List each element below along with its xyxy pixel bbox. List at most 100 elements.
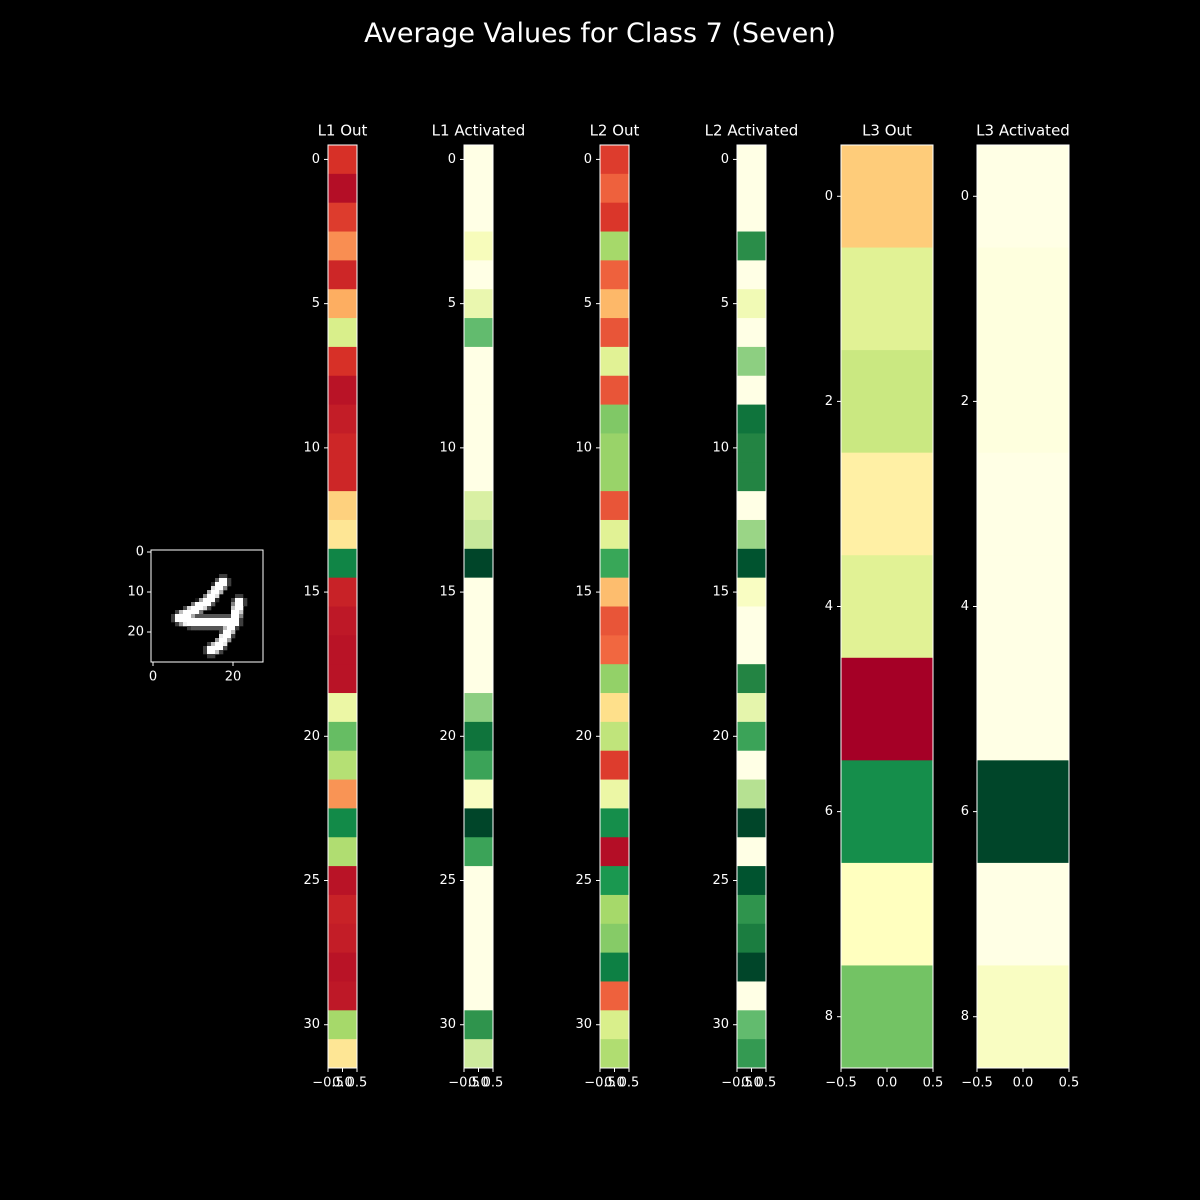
l2-out-cell — [600, 635, 629, 665]
digit-pixel — [215, 642, 220, 647]
digit-pixel — [195, 610, 200, 615]
digit-pixel — [207, 594, 212, 599]
digit-pixel — [231, 626, 236, 631]
l1-out-cell — [328, 346, 357, 377]
digit-pixel — [215, 626, 220, 631]
l1-out-cell — [328, 923, 357, 954]
digit-pixel — [191, 614, 196, 619]
l1-activated-cell — [464, 606, 493, 636]
l2-activated-cell — [737, 145, 766, 175]
l1-activated-cell — [464, 202, 493, 233]
l3-activated-cell — [977, 452, 1069, 556]
digit-pixel — [179, 614, 184, 619]
digit-pixel — [215, 598, 220, 603]
l2-out-cell — [600, 866, 629, 896]
l1-activated-ytick-label: 10 — [439, 440, 456, 455]
l1-out-cell — [328, 318, 357, 348]
digit-pixel — [239, 606, 244, 611]
digit-pixel — [219, 646, 224, 651]
l1-activated-cell — [464, 894, 493, 925]
digit-pixel — [235, 618, 240, 623]
l1-activated-ytick-label: 30 — [439, 1017, 456, 1032]
l2-activated-cell — [737, 750, 766, 781]
digit-pixel — [215, 586, 220, 591]
l1-out-cell — [328, 693, 357, 723]
l2-activated-ytick-label: 20 — [712, 729, 729, 744]
l3-activated-cell — [977, 555, 1069, 659]
digit-pixel — [227, 582, 232, 587]
figure-title: Average Values for Class 7 (Seven) — [364, 18, 836, 49]
l1-out-ytick-label: 25 — [303, 873, 320, 888]
digit-pixel — [227, 578, 232, 583]
l2-out-cell — [600, 404, 629, 434]
l2-activated-cell — [737, 318, 766, 348]
l1-out-cell — [328, 866, 357, 896]
digit-pixel — [227, 626, 232, 631]
digit-pixel — [211, 586, 216, 591]
l1-out-cell — [328, 721, 357, 752]
digit-pixel — [211, 654, 216, 659]
digit-pixel — [211, 602, 216, 607]
digit-pixel — [171, 618, 176, 623]
digit-pixel — [223, 642, 228, 647]
l2-out-cell — [600, 202, 629, 233]
l3-activated-ytick-label: 8 — [961, 1009, 969, 1024]
l2-activated-cell — [737, 519, 766, 550]
l3-out-cell — [841, 452, 933, 556]
l1-activated-cell — [464, 750, 493, 781]
l2-out-cell — [600, 548, 629, 579]
l2-activated-cell — [737, 923, 766, 954]
digit-pixel — [231, 610, 236, 615]
l2-activated-cell — [737, 548, 766, 579]
digit-pixel — [191, 618, 196, 623]
l1-activated-cell — [464, 289, 493, 319]
l3-out-cell — [841, 555, 933, 659]
l2-activated-cell — [737, 779, 766, 809]
l1-out-cell — [328, 231, 357, 261]
digit-pixel — [235, 622, 240, 627]
digit-pixel — [231, 602, 236, 607]
l2-out-ytick-label: 15 — [575, 585, 592, 600]
l3-activated-title: L3 Activated — [976, 122, 1070, 140]
digit-pixel — [199, 614, 204, 619]
l1-activated-cell — [464, 491, 493, 521]
l2-out-cell — [600, 894, 629, 925]
digit-pixel — [199, 606, 204, 611]
digit-pixel — [199, 598, 204, 603]
digit-pixel — [231, 622, 236, 627]
l2-out-cell — [600, 375, 629, 406]
digit-pixel — [219, 634, 224, 639]
l2-activated-ytick-label: 15 — [712, 585, 729, 600]
l1-out-cell — [328, 1010, 357, 1040]
l2-activated-cell — [737, 693, 766, 723]
digit-pixel — [219, 578, 224, 583]
digit-pixel — [187, 618, 192, 623]
l3-activated-ytick-label: 0 — [961, 189, 969, 204]
digit-pixel — [179, 622, 184, 627]
l1-activated-cell — [464, 404, 493, 434]
digit-pixel — [231, 618, 236, 623]
digit-pixel — [207, 654, 212, 659]
digit-pixel — [227, 630, 232, 635]
l2-out-cell — [600, 433, 629, 463]
l1-out-cell — [328, 404, 357, 434]
digit-pixel — [195, 614, 200, 619]
l1-activated-ytick-label: 25 — [439, 873, 456, 888]
digit-pixel — [175, 622, 180, 627]
digit-pixel — [227, 634, 232, 639]
digit-pixel — [207, 642, 212, 647]
l3-out-title: L3 Out — [862, 122, 912, 140]
digit-pixel — [195, 618, 200, 623]
l2-out-cell — [600, 750, 629, 781]
digit-pixel — [211, 650, 216, 655]
l1-activated-xtick-label: −0.5 — [448, 1076, 480, 1091]
digit-pixel — [187, 614, 192, 619]
l2-out-cell — [600, 808, 629, 838]
digit-pixel — [239, 614, 244, 619]
l1-activated-cell — [464, 318, 493, 348]
digit-pixel — [243, 598, 248, 603]
l1-out-cell — [328, 664, 357, 694]
digit-pixel — [195, 622, 200, 627]
digit-pixel — [239, 594, 244, 599]
l3-out-ytick-label: 4 — [825, 599, 833, 614]
